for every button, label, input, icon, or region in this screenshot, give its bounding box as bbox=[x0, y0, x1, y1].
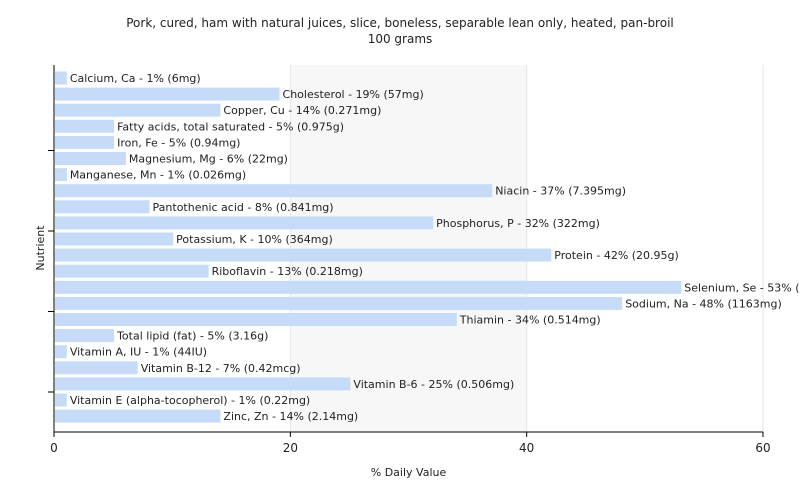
bar bbox=[55, 264, 209, 278]
bar bbox=[55, 393, 67, 407]
bar-label: Thiamin - 34% (0.514mg) bbox=[459, 314, 601, 327]
bar bbox=[55, 329, 115, 343]
bar-label: Riboflavin - 13% (0.218mg) bbox=[212, 265, 363, 278]
bar bbox=[55, 216, 434, 230]
bar bbox=[55, 296, 623, 310]
bar-label: Vitamin A, IU - 1% (44IU) bbox=[70, 346, 207, 359]
bar bbox=[55, 135, 115, 149]
bar-label: Selenium, Se - 53% (37.0mcg) bbox=[684, 281, 800, 294]
chart-title: Pork, cured, ham with natural juices, sl… bbox=[126, 16, 674, 30]
plot-band bbox=[290, 65, 527, 432]
bar-label: Niacin - 37% (7.395mg) bbox=[495, 185, 626, 198]
bar-label: Phosphorus, P - 32% (322mg) bbox=[436, 217, 600, 230]
bar bbox=[55, 119, 115, 133]
bar bbox=[55, 361, 138, 375]
bar-label: Magnesium, Mg - 6% (22mg) bbox=[129, 153, 288, 166]
x-tick-label: 20 bbox=[283, 441, 298, 455]
bar bbox=[55, 232, 174, 246]
bar-label: Total lipid (fat) - 5% (3.16g) bbox=[116, 330, 268, 343]
bar bbox=[55, 152, 126, 165]
bar-label: Copper, Cu - 14% (0.271mg) bbox=[223, 104, 381, 117]
bar-label: Vitamin E (alpha-tocopherol) - 1% (0.22m… bbox=[70, 394, 310, 407]
bar bbox=[55, 248, 552, 262]
bar-label: Zinc, Zn - 14% (2.14mg) bbox=[223, 410, 358, 423]
bar-label: Sodium, Na - 48% (1163mg) bbox=[625, 297, 782, 310]
bar-label: Fatty acids, total saturated - 5% (0.975… bbox=[117, 120, 344, 133]
bar-label: Pantothenic acid - 8% (0.841mg) bbox=[153, 201, 334, 214]
bar-label: Iron, Fe - 5% (0.94mg) bbox=[117, 136, 240, 149]
x-tick-label: 60 bbox=[755, 441, 770, 455]
bar-label: Cholesterol - 19% (57mg) bbox=[283, 88, 424, 101]
bar bbox=[55, 200, 150, 214]
bar bbox=[55, 313, 457, 326]
bar bbox=[55, 409, 221, 423]
x-axis-label: % Daily Value bbox=[371, 466, 447, 479]
x-tick-label: 0 bbox=[50, 441, 58, 455]
bar-label: Protein - 42% (20.95g) bbox=[554, 249, 679, 262]
bar bbox=[55, 345, 67, 359]
chart-subtitle: 100 grams bbox=[367, 32, 433, 46]
bar-label: Vitamin B-6 - 25% (0.506mg) bbox=[353, 378, 514, 391]
bar bbox=[55, 184, 493, 198]
bar bbox=[55, 280, 682, 294]
chart-title-block: Pork, cured, ham with natural juices, sl… bbox=[0, 15, 800, 47]
bar-label: Calcium, Ca - 1% (6mg) bbox=[70, 72, 201, 85]
bar bbox=[55, 87, 280, 101]
bar bbox=[55, 103, 221, 117]
bar bbox=[55, 377, 351, 391]
bar bbox=[55, 71, 67, 85]
x-tick-label: 40 bbox=[519, 441, 534, 455]
bar bbox=[55, 168, 67, 182]
bar-label: Potassium, K - 10% (364mg) bbox=[176, 233, 333, 246]
y-axis-label: Nutrient bbox=[34, 225, 47, 271]
bar-label: Manganese, Mn - 1% (0.026mg) bbox=[70, 169, 246, 182]
bar-label: Vitamin B-12 - 7% (0.42mcg) bbox=[141, 362, 301, 375]
